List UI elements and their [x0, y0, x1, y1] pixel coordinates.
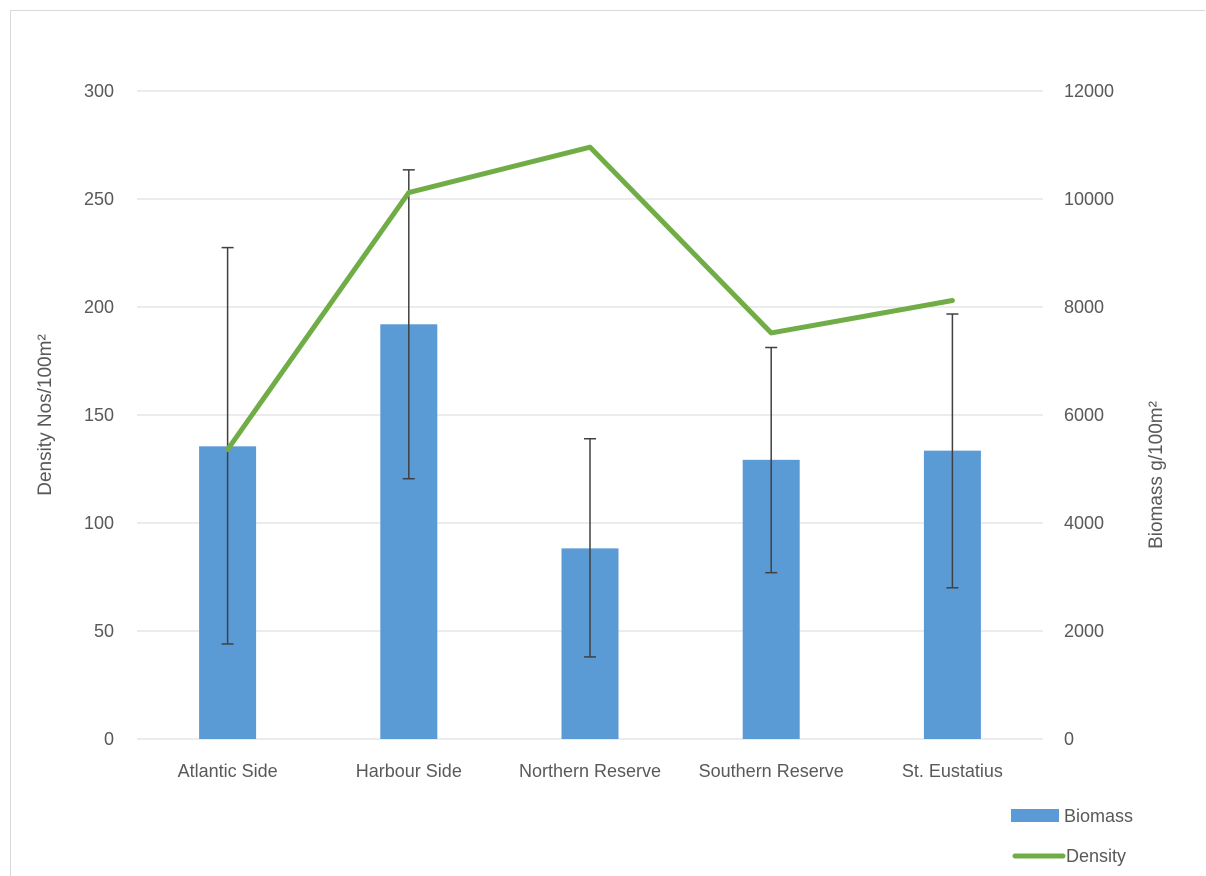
- left-axis-tick-label: 300: [84, 81, 114, 101]
- error-bar: [584, 438, 596, 658]
- category-axis-labels: Atlantic Side Harbour Side Northern Reserv…: [178, 761, 1003, 781]
- right-axis-title: Biomass g/100m²: [1146, 401, 1167, 549]
- error-bar: [765, 346, 778, 574]
- category-label: Harbour Side: [356, 761, 462, 781]
- category-label: St. Eustatius: [902, 761, 1003, 781]
- left-axis-tick-label: 250: [84, 189, 114, 209]
- biomass-bars: [199, 324, 981, 739]
- density-line: [225, 144, 955, 453]
- right-axis-tick-label: 0: [1064, 729, 1074, 749]
- right-axis-tick-label: 12000: [1064, 81, 1114, 101]
- legend-density-label: Density: [1066, 846, 1126, 866]
- left-axis-ticks: 0 50 100 150 200 250 300: [84, 81, 114, 749]
- right-axis-tick-label: 6000: [1064, 405, 1104, 425]
- left-axis-tick-label: 50: [94, 621, 114, 641]
- right-axis-tick-label: 8000: [1064, 297, 1104, 317]
- legend-biomass-label: Biomass: [1064, 806, 1133, 826]
- legend-biomass-swatch: [1011, 809, 1059, 822]
- category-label: Northern Reserve: [519, 761, 661, 781]
- right-axis-ticks: 0 2000 4000 6000 8000 10000 12000: [1064, 81, 1114, 749]
- error-bar: [402, 169, 415, 480]
- density-line-group: [225, 144, 955, 453]
- biomass-error-bars: [221, 169, 959, 658]
- left-axis-tick-label: 150: [84, 405, 114, 425]
- right-axis-tick-label: 10000: [1064, 189, 1114, 209]
- error-bar: [946, 313, 959, 589]
- right-axis-tick-label: 4000: [1064, 513, 1104, 533]
- left-axis-tick-label: 0: [104, 729, 114, 749]
- category-label: Southern Reserve: [699, 761, 844, 781]
- legend: Biomass Density: [1011, 806, 1133, 866]
- left-axis-title: Density Nos/100m²: [35, 334, 56, 496]
- category-label: Atlantic Side: [178, 761, 278, 781]
- left-axis-tick-label: 200: [84, 297, 114, 317]
- chart-frame: [10, 10, 1205, 876]
- right-axis-tick-label: 2000: [1064, 621, 1104, 641]
- left-axis-tick-label: 100: [84, 513, 114, 533]
